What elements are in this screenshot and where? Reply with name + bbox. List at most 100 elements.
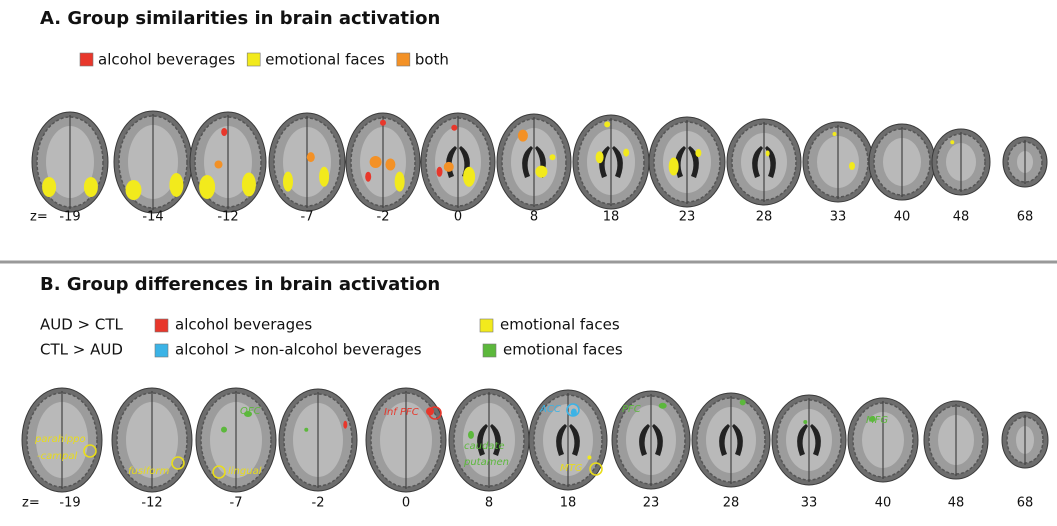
z-value: 28 — [723, 496, 740, 511]
annotation: fusiform — [128, 466, 170, 477]
z-value: 68 — [1017, 210, 1034, 225]
activation-blob — [849, 162, 855, 170]
activation-blob — [587, 456, 591, 460]
z-value: 40 — [875, 496, 892, 511]
legend-label: emotional faces — [503, 341, 623, 359]
legend-label: emotional faces — [500, 316, 620, 334]
activation-blob — [319, 167, 329, 187]
activation-blob — [215, 161, 223, 169]
legend-group: AUD > CTL — [40, 316, 124, 334]
annotation: ACC — [539, 404, 561, 415]
activation-blob — [242, 173, 256, 197]
legend-swatch — [397, 53, 410, 66]
activation-blob — [199, 175, 215, 199]
activation-blob — [380, 120, 386, 126]
legend-swatch — [480, 319, 493, 332]
legend-swatch — [80, 53, 93, 66]
z-value: 8 — [530, 210, 538, 225]
legend-label: alcohol beverages — [175, 316, 312, 334]
activation-blob — [833, 132, 837, 136]
legend-group: CTL > AUD — [40, 341, 123, 359]
z-value: 23 — [643, 496, 660, 511]
annotation: Inf PFC — [384, 407, 419, 418]
activation-blob — [283, 172, 293, 192]
z-value: 40 — [894, 210, 911, 225]
activation-blob — [385, 158, 395, 170]
panel-b-title: B. Group differences in brain activation — [40, 274, 440, 295]
activation-blob — [444, 162, 454, 172]
annotation: MTG — [560, 463, 583, 474]
legend-label: both — [415, 51, 449, 69]
z-value: -19 — [59, 496, 80, 511]
activation-blob — [659, 403, 667, 409]
z-value: 8 — [485, 496, 493, 511]
activation-blob — [695, 149, 701, 157]
activation-blob — [623, 149, 629, 157]
legend-swatch — [247, 53, 260, 66]
z-value: 18 — [560, 496, 577, 511]
z-value: 28 — [756, 210, 773, 225]
z-value: 68 — [1017, 496, 1034, 511]
legend-label: alcohol > non-alcohol beverages — [175, 341, 422, 359]
activation-blob — [550, 154, 556, 160]
z-value: -7 — [301, 210, 314, 225]
annotation: -campal — [37, 451, 77, 462]
annotation: putamen — [463, 457, 509, 468]
activation-blob — [221, 427, 227, 433]
z-value: -12 — [141, 496, 162, 511]
activation-blob — [803, 420, 807, 424]
activation-blob — [604, 121, 610, 127]
activation-blob — [395, 172, 405, 192]
activation-blob — [596, 151, 604, 163]
z-value: 48 — [953, 210, 970, 225]
annotation: OFC — [240, 406, 261, 417]
activation-blob — [304, 428, 308, 432]
annotation: lingual — [228, 466, 262, 477]
annotation: MFG — [866, 415, 888, 426]
activation-blob — [535, 166, 547, 178]
legend-label: emotional faces — [265, 51, 385, 69]
activation-blob — [950, 140, 954, 144]
z-value: 33 — [830, 210, 847, 225]
activation-blob — [518, 130, 528, 142]
activation-blob — [669, 158, 679, 176]
annotation: PFC — [622, 404, 641, 415]
legend-swatch — [155, 319, 168, 332]
activation-blob — [84, 177, 98, 197]
z-value: 48 — [948, 496, 965, 511]
activation-blob — [169, 173, 183, 197]
z-prefix: z= — [30, 210, 48, 225]
z-value: 33 — [801, 496, 818, 511]
activation-blob — [740, 399, 746, 405]
figure: A. Group similarities in brain activatio… — [0, 0, 1057, 526]
z-value: 0 — [454, 210, 462, 225]
legend-label: alcohol beverages — [98, 51, 235, 69]
activation-blob — [307, 152, 315, 162]
activation-blob — [468, 431, 474, 439]
z-value: -12 — [217, 210, 238, 225]
activation-blob — [370, 156, 382, 168]
z-value: -2 — [312, 496, 325, 511]
activation-blob — [463, 167, 475, 187]
activation-blob — [766, 150, 770, 156]
z-value: 18 — [603, 210, 620, 225]
legend-swatch — [155, 344, 168, 357]
z-prefix: z= — [22, 496, 40, 511]
annotation: caudate — [464, 441, 505, 452]
activation-blob — [437, 167, 443, 177]
z-value: -19 — [59, 210, 80, 225]
z-value: -14 — [142, 210, 163, 225]
activation-blob — [42, 177, 56, 197]
activation-blob — [126, 180, 142, 200]
z-value: 0 — [402, 496, 410, 511]
activation-blob — [451, 125, 457, 131]
activation-blob — [221, 128, 227, 136]
legend-swatch — [483, 344, 496, 357]
annotation: parahippo — [34, 434, 86, 445]
z-value: -2 — [377, 210, 390, 225]
activation-blob — [365, 172, 371, 182]
panel-a-title: A. Group similarities in brain activatio… — [40, 8, 440, 29]
z-value: -7 — [230, 496, 243, 511]
z-value: 23 — [679, 210, 696, 225]
activation-blob — [343, 421, 347, 429]
